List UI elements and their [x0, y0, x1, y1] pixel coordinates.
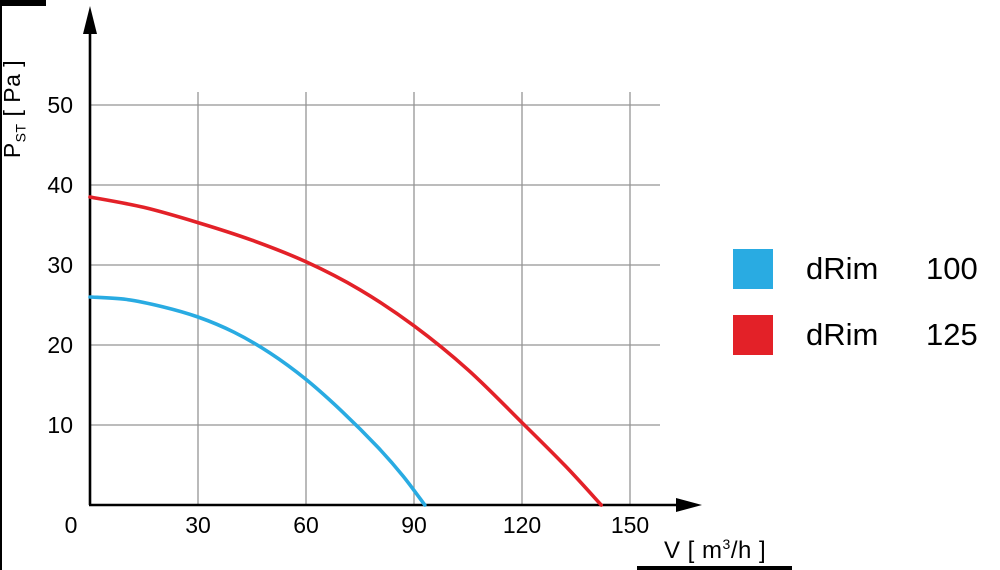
legend-model-label: dRim — [806, 317, 879, 352]
y-tick-label: 50 — [47, 92, 73, 118]
curve-drim-125 — [88, 195, 603, 507]
legend: dRim 100 dRim 125 — [733, 249, 978, 355]
x-tick-label: 60 — [293, 512, 319, 538]
x-tick-label: 120 — [503, 512, 541, 538]
x-tick-label: 150 — [611, 512, 649, 538]
border-mark-left — [0, 0, 2, 570]
y-axis-label: PST [ Pa ] — [0, 48, 29, 170]
x-axis-label-superscript: 3 — [722, 536, 731, 552]
y-tick-label: 40 — [47, 172, 73, 198]
legend-item-100: dRim 100 — [733, 249, 978, 289]
legend-item-125: dRim 125 — [733, 315, 978, 355]
border-mark-top — [0, 0, 46, 6]
x-axis-arrow-icon — [676, 498, 702, 512]
y-axis-arrow-icon — [83, 6, 97, 34]
legend-size-label: 125 — [926, 317, 978, 352]
legend-swatch-icon — [733, 315, 773, 355]
y-tick-label: 20 — [47, 332, 73, 358]
border-mark-bottom — [637, 566, 792, 570]
legend-model-label: dRim — [806, 251, 879, 286]
y-tick-label: 10 — [47, 412, 73, 438]
y-axis-symbol: P — [0, 142, 25, 159]
x-axis-label-suffix: /h ] — [730, 537, 767, 564]
y-axis-unit: [ Pa ] — [0, 59, 25, 124]
x-tick-label: 0 — [65, 512, 78, 538]
x-axis-label: V [ m3/h ] — [664, 536, 766, 565]
y-axis-subscript: ST — [12, 123, 29, 143]
x-tick-label: 90 — [401, 512, 427, 538]
legend-swatch-icon — [733, 249, 773, 289]
y-tick-label: 30 — [47, 252, 73, 278]
curve-drim-100 — [88, 295, 427, 507]
x-axis-label-prefix: V [ m — [664, 537, 723, 564]
legend-size-label: 100 — [926, 251, 978, 286]
x-tick-label: 30 — [185, 512, 211, 538]
